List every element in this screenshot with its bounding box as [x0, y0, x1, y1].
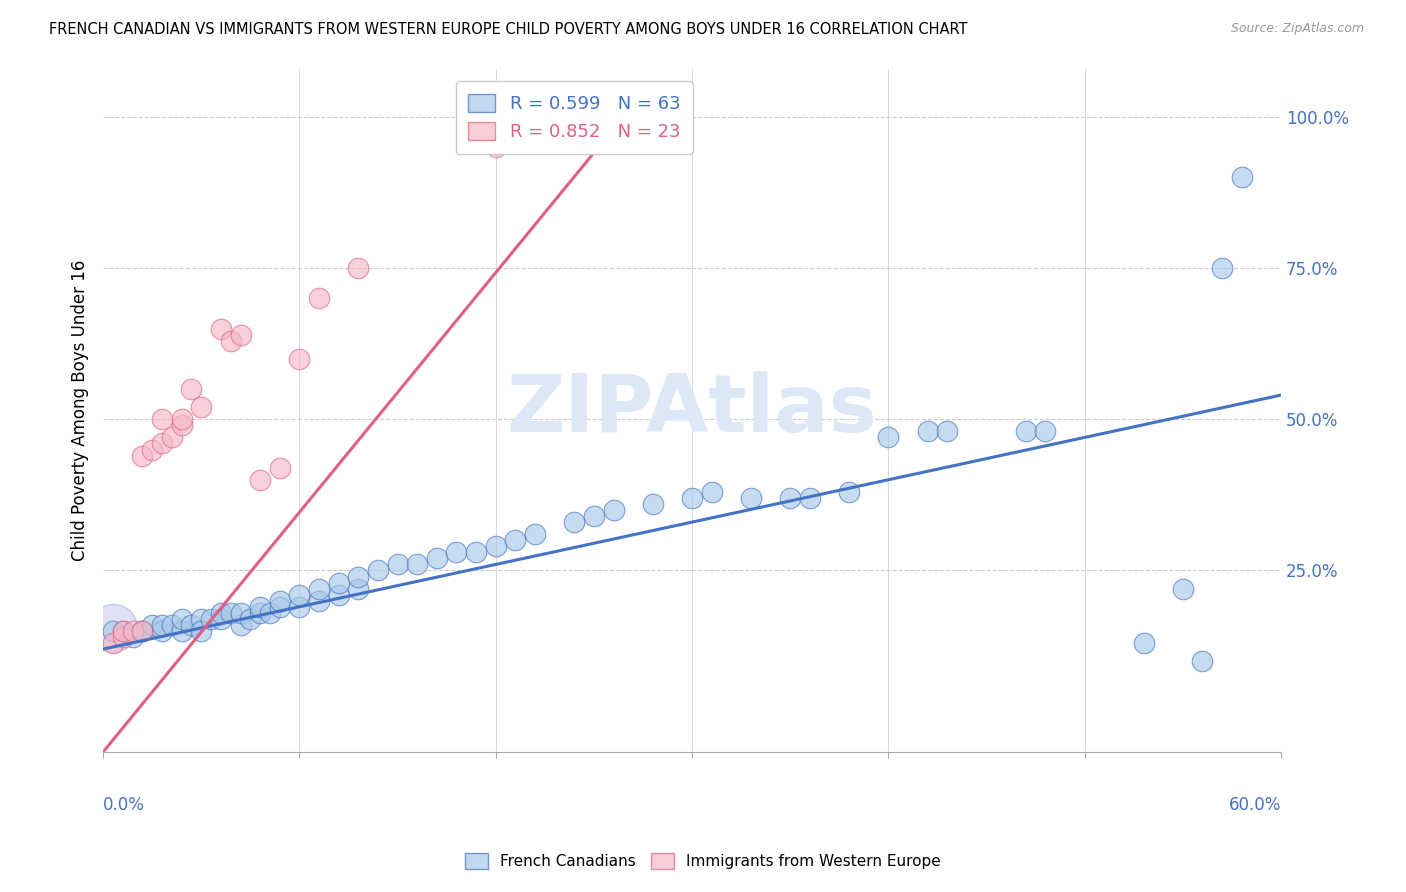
Point [485, 140, 508, 154]
Point [121, 624, 143, 638]
Point [190, 612, 212, 626]
Point [347, 582, 370, 596]
Point [219, 606, 242, 620]
Point [269, 460, 291, 475]
Point [160, 618, 183, 632]
Point [446, 545, 468, 559]
Point [641, 497, 664, 511]
Point [131, 624, 153, 638]
Point [209, 612, 232, 626]
Point [485, 539, 508, 553]
Point [209, 321, 232, 335]
Point [259, 606, 281, 620]
Point [426, 551, 449, 566]
Point [1015, 425, 1038, 439]
Point [917, 425, 939, 439]
Point [150, 436, 173, 450]
Point [877, 430, 900, 444]
Point [308, 582, 330, 596]
Point [681, 491, 703, 505]
Point [209, 606, 232, 620]
Point [141, 618, 163, 632]
Point [121, 630, 143, 644]
Point [799, 491, 821, 505]
Text: 0.0%: 0.0% [103, 797, 145, 814]
Point [111, 630, 134, 644]
Point [524, 527, 547, 541]
Point [229, 327, 252, 342]
Point [249, 599, 271, 614]
Point [602, 503, 624, 517]
Point [347, 261, 370, 276]
Point [239, 612, 262, 626]
Point [700, 484, 723, 499]
Point [249, 473, 271, 487]
Point [582, 509, 605, 524]
Point [387, 558, 409, 572]
Point [1035, 425, 1057, 439]
Point [131, 624, 153, 638]
Legend: French Canadians, Immigrants from Western Europe: French Canadians, Immigrants from Wester… [458, 847, 948, 875]
Text: FRENCH CANADIAN VS IMMIGRANTS FROM WESTERN EUROPE CHILD POVERTY AMONG BOYS UNDER: FRENCH CANADIAN VS IMMIGRANTS FROM WESTE… [49, 22, 967, 37]
Point [200, 612, 222, 626]
Point [308, 291, 330, 305]
Text: Source: ZipAtlas.com: Source: ZipAtlas.com [1230, 22, 1364, 36]
Point [249, 606, 271, 620]
Point [465, 545, 488, 559]
Point [1191, 654, 1213, 668]
Point [190, 624, 212, 638]
Point [406, 558, 429, 572]
Point [219, 334, 242, 348]
Y-axis label: Child Poverty Among Boys Under 16: Child Poverty Among Boys Under 16 [72, 260, 89, 561]
Legend: R = 0.599   N = 63, R = 0.852   N = 23: R = 0.599 N = 63, R = 0.852 N = 23 [456, 81, 693, 154]
Point [170, 612, 193, 626]
Point [288, 588, 311, 602]
Point [328, 588, 350, 602]
Point [779, 491, 801, 505]
Point [308, 593, 330, 607]
Point [190, 400, 212, 414]
Point [170, 624, 193, 638]
Point [1171, 582, 1194, 596]
Point [328, 575, 350, 590]
Point [269, 593, 291, 607]
Point [170, 412, 193, 426]
Point [141, 442, 163, 457]
Point [111, 624, 134, 638]
Point [562, 515, 585, 529]
Point [347, 569, 370, 583]
Point [367, 564, 389, 578]
Point [101, 624, 124, 638]
Point [170, 418, 193, 433]
Point [180, 382, 202, 396]
Point [1230, 170, 1253, 185]
Point [160, 430, 183, 444]
Text: ZIPAtlas: ZIPAtlas [506, 371, 877, 450]
Point [150, 618, 173, 632]
Text: 60.0%: 60.0% [1229, 797, 1281, 814]
Point [131, 449, 153, 463]
Point [150, 624, 173, 638]
Point [838, 484, 860, 499]
Point [936, 425, 959, 439]
Point [740, 491, 762, 505]
Point [288, 351, 311, 366]
Point [1211, 261, 1233, 276]
Point [288, 599, 311, 614]
Point [150, 412, 173, 426]
Point [1132, 636, 1154, 650]
Point [269, 599, 291, 614]
Point [180, 618, 202, 632]
Point [505, 533, 527, 548]
Point [229, 618, 252, 632]
Point [131, 624, 153, 638]
Point [111, 624, 134, 638]
Point [229, 606, 252, 620]
Point [101, 636, 124, 650]
Point [101, 621, 124, 635]
